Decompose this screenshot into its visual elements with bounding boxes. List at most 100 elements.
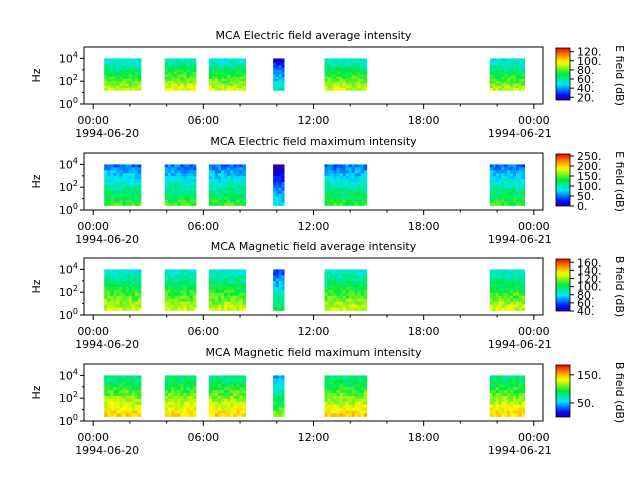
- spectrogram-cell: [113, 170, 117, 174]
- spectrogram-cell: [131, 202, 136, 206]
- spectrogram-cell: [171, 295, 175, 300]
- spectrogram-cell: [513, 381, 517, 385]
- spectrogram-cell: [211, 170, 216, 174]
- spectrogram-cell: [504, 378, 508, 382]
- spectrogram-cell: [351, 390, 356, 394]
- panel-title: MCA Magnetic field average intensity: [211, 240, 417, 253]
- spectrogram-cell: [363, 295, 368, 300]
- spectrogram-cell: [174, 269, 178, 273]
- spectrogram-cell: [224, 78, 228, 82]
- spectrogram-cell: [242, 284, 246, 288]
- spectrogram-cell: [492, 88, 496, 91]
- x-tick-label: 12:00: [298, 431, 330, 444]
- spectrogram-cell: [327, 278, 331, 282]
- spectrogram-cell: [224, 298, 228, 303]
- spectrogram-cell: [357, 395, 362, 400]
- spectrogram-cell: [360, 278, 365, 282]
- spectrogram-cell: [363, 176, 368, 180]
- spectrogram-cell: [342, 384, 347, 388]
- spectrogram-cell: [186, 88, 191, 91]
- spectrogram-cell: [183, 284, 188, 288]
- spectrogram-cell: [167, 62, 172, 66]
- spectrogram-cell: [183, 298, 188, 303]
- spectrogram-cell: [113, 88, 117, 91]
- spectrogram-cell: [495, 170, 499, 174]
- spectrogram-cell: [518, 410, 523, 414]
- spectrogram-cell: [492, 390, 496, 394]
- spectrogram-cell: [510, 298, 514, 303]
- panel-1: MCA Electric field average intensity1001…: [30, 29, 626, 140]
- spectrogram-cell: [492, 295, 496, 300]
- spectrogram-cell: [242, 176, 246, 180]
- spectrogram-cell: [208, 179, 213, 183]
- spectrogram-cell: [218, 187, 222, 192]
- spectrogram-cell: [345, 173, 350, 177]
- spectrogram-cell: [507, 65, 511, 68]
- spectrogram-cell: [495, 272, 499, 276]
- spectrogram-cell: [281, 170, 285, 174]
- spectrogram-cell: [489, 392, 494, 397]
- spectrogram-cell: [518, 387, 523, 391]
- spectrogram-cell: [128, 190, 133, 195]
- spectrogram-cell: [224, 58, 228, 62]
- spectrogram-cell: [492, 181, 496, 186]
- spectrogram-cell: [518, 202, 523, 206]
- y-tick-label: 104: [59, 50, 78, 65]
- spectrogram-cell: [327, 67, 331, 71]
- spectrogram-cell: [218, 413, 222, 417]
- spectrogram-cell: [489, 307, 494, 311]
- spectrogram-cell: [230, 67, 234, 71]
- spectrogram-cell: [224, 76, 228, 80]
- spectrogram-cell: [119, 375, 123, 379]
- spectrogram-cell: [122, 179, 127, 183]
- spectrogram-cell: [116, 289, 120, 294]
- spectrogram-cell: [227, 298, 231, 303]
- spectrogram-cell: [518, 193, 523, 198]
- spectrogram-cell: [515, 381, 520, 385]
- spectrogram-cell: [275, 65, 280, 68]
- spectrogram-cell: [518, 69, 523, 73]
- spectrogram-cell: [327, 398, 331, 403]
- spectrogram-cell: [227, 410, 231, 414]
- spectrogram-cell: [333, 304, 337, 308]
- spectrogram-cell: [339, 307, 344, 311]
- spectrogram-cell: [211, 378, 216, 382]
- spectrogram-cell: [339, 298, 344, 303]
- spectrogram-cell: [342, 202, 347, 206]
- spectrogram-cell: [273, 398, 277, 403]
- spectrogram-cell: [110, 292, 114, 297]
- spectrogram-cell: [495, 395, 499, 400]
- spectrogram-cell: [113, 413, 117, 417]
- spectrogram-cell: [192, 190, 197, 195]
- spectrogram-cell: [339, 269, 344, 273]
- spectrogram-cell: [242, 85, 246, 89]
- spectrogram-cell: [218, 275, 222, 279]
- spectrogram-cell: [186, 390, 191, 394]
- spectrogram-cell: [492, 289, 496, 294]
- spectrogram-cell: [324, 281, 328, 285]
- spectrogram-cell: [492, 179, 496, 183]
- spectrogram-cell: [122, 395, 127, 400]
- spectrogram-cell: [125, 60, 130, 64]
- spectrogram-cell: [214, 384, 219, 388]
- spectrogram-cell: [239, 67, 243, 71]
- spectrogram-cell: [104, 407, 108, 411]
- spectrogram-cell: [507, 387, 511, 391]
- spectrogram-cell: [233, 407, 237, 411]
- spectrogram-cell: [230, 202, 234, 206]
- spectrogram-cell: [507, 72, 511, 75]
- spectrogram-cell: [134, 58, 139, 62]
- spectrogram-cell: [507, 62, 511, 66]
- spectrogram-cell: [125, 378, 130, 382]
- spectrogram-cell: [281, 275, 285, 279]
- spectrogram-cell: [174, 289, 178, 294]
- spectrogram-cell: [171, 378, 175, 382]
- spectrogram-cell: [507, 193, 511, 198]
- spectrogram-cell: [515, 76, 520, 80]
- spectrogram-cell: [360, 202, 365, 206]
- spectrogram-cell: [495, 392, 499, 397]
- spectrogram-cell: [125, 193, 130, 198]
- spectrogram-cell: [104, 179, 108, 183]
- spectrogram-cell: [208, 278, 213, 282]
- spectrogram-cell: [342, 62, 347, 66]
